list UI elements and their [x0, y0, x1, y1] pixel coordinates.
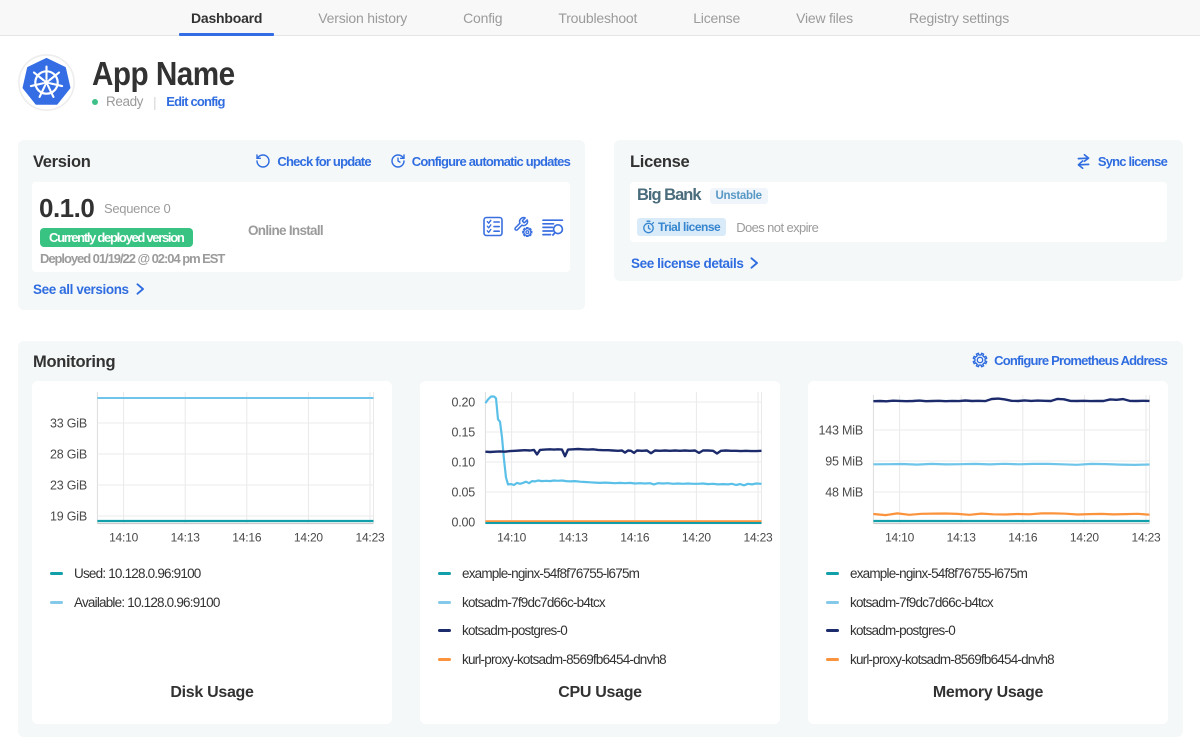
svg-text:14:20: 14:20 — [294, 531, 324, 545]
svg-text:14:16: 14:16 — [620, 531, 650, 545]
svg-text:14:23: 14:23 — [355, 531, 385, 545]
svg-text:14:16: 14:16 — [232, 531, 262, 545]
svg-text:0.00: 0.00 — [451, 516, 475, 530]
svg-text:14:20: 14:20 — [682, 531, 712, 545]
svg-text:14:10: 14:10 — [885, 531, 915, 545]
svg-text:14:23: 14:23 — [743, 531, 773, 545]
svg-text:143 MiB: 143 MiB — [819, 424, 863, 438]
svg-text:14:10: 14:10 — [109, 531, 139, 545]
svg-text:14:23: 14:23 — [1131, 531, 1161, 545]
svg-text:48 MiB: 48 MiB — [825, 486, 863, 500]
svg-text:0.20: 0.20 — [451, 396, 475, 410]
svg-text:19 GiB: 19 GiB — [50, 510, 87, 524]
svg-text:23 GiB: 23 GiB — [50, 479, 87, 493]
svg-text:14:13: 14:13 — [559, 531, 589, 545]
svg-text:14:20: 14:20 — [1070, 531, 1100, 545]
svg-text:0.15: 0.15 — [451, 426, 475, 440]
svg-text:0.10: 0.10 — [451, 456, 475, 470]
svg-text:14:13: 14:13 — [947, 531, 977, 545]
svg-text:95 MiB: 95 MiB — [825, 455, 863, 469]
svg-text:14:16: 14:16 — [1008, 531, 1038, 545]
svg-text:14:13: 14:13 — [171, 531, 201, 545]
svg-text:0.05: 0.05 — [451, 486, 475, 500]
svg-text:28 GiB: 28 GiB — [50, 448, 87, 462]
svg-text:33 GiB: 33 GiB — [50, 417, 87, 431]
svg-text:14:10: 14:10 — [497, 531, 527, 545]
